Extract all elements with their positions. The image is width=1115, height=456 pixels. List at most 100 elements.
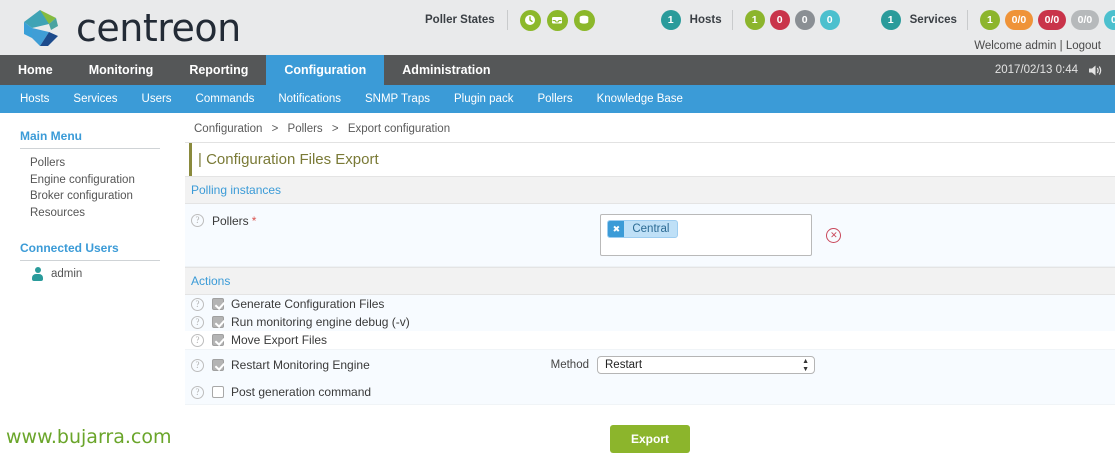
sidebar-item-pollers[interactable]: Pollers [30,157,66,169]
help-icon[interactable]: ? [191,315,204,329]
hosts-label: Hosts [689,14,722,26]
clock-icon[interactable] [519,9,541,31]
breadcrumb-item-pollers[interactable]: Pollers [287,123,323,135]
pollers-multiselect[interactable]: ✖ Central [600,214,813,256]
database-icon[interactable] [573,9,595,31]
remove-tag-icon[interactable]: ✖ [608,221,625,237]
action-label: Post generation command [231,385,372,399]
page-title: | Configuration Files Export [189,143,1115,176]
action-label: Generate Configuration Files [231,297,385,311]
help-icon[interactable]: ? [191,297,204,311]
divider [966,10,968,30]
section-header-polling-instances: Polling instances [185,176,1115,204]
subnav-item-services[interactable]: Services [73,93,118,105]
help-icon[interactable]: ? [191,358,204,372]
centreon-logo-icon [18,6,62,50]
subnav-item-snmp-traps[interactable]: SNMP Traps [365,93,430,105]
nav-item-configuration[interactable]: Configuration [266,55,385,85]
method-control: Method Restart ▲ ▼ [551,356,1115,374]
subnav-item-notifications[interactable]: Notifications [278,93,341,105]
hosts-unreachable-badge[interactable]: 0 [794,10,815,30]
action-row-post-generation-command: ? Post generation command [185,380,1115,405]
clear-selection-icon[interactable]: ✕ [826,228,842,243]
select-stepper-icon: ▲ ▼ [802,358,809,373]
sidebar-main-menu-title: Main Menu [20,129,160,149]
checkbox-run-monitoring-engine-debug[interactable] [212,316,224,328]
sidebar-main-menu-list: Pollers Engine configuration Broker conf… [20,155,185,221]
welcome-logout[interactable]: Welcome admin | Logout [974,40,1101,52]
checkbox-generate-configuration-files[interactable] [212,298,224,310]
connected-user-name: admin [51,268,83,280]
action-label: Run monitoring engine debug (-v) [231,315,410,329]
services-unknown-badge[interactable]: 0/0 [1070,10,1099,30]
sub-navigation: Hosts Services Users Commands Notificati… [0,85,1115,113]
divider [506,10,508,30]
poller-tag-label: Central [632,223,670,235]
clock-area: 2017/02/13 0:44 [995,55,1103,85]
help-icon[interactable]: ? [191,333,204,347]
method-selected-value: Restart [605,359,643,371]
method-select[interactable]: Restart ▲ ▼ [597,356,815,374]
checkbox-restart-monitoring-engine[interactable] [212,359,224,371]
action-row-restart-monitoring-engine: ? Restart Monitoring Engine Method Resta… [185,350,1115,380]
checkbox-move-export-files[interactable] [212,334,224,346]
help-icon[interactable]: ? [191,385,204,399]
sidebar-item-engine-configuration[interactable]: Engine configuration [30,173,135,186]
nav-item-monitoring[interactable]: Monitoring [88,63,154,77]
inbox-icon[interactable] [546,9,568,31]
hosts-group: 1 Hosts 1 0 0 0 [660,10,845,30]
main-navigation: Home Monitoring Reporting Configuration … [0,55,1115,85]
poller-states-group: Poller States [425,9,601,31]
connected-user-row[interactable]: admin [20,267,185,281]
services-warning-badge[interactable]: 0/0 [1004,10,1033,30]
action-row-run-monitoring-engine-debug: ? Run monitoring engine debug (-v) [185,313,1115,331]
sidebar: Main Menu Pollers Engine configuration B… [0,113,185,456]
divider [731,10,733,30]
breadcrumb: Configuration > Pollers > Export configu… [185,123,1115,143]
page-body: Main Menu Pollers Engine configuration B… [0,113,1115,456]
action-label: Restart Monitoring Engine [231,358,370,372]
required-marker: * [251,214,257,228]
checkbox-post-generation-command[interactable] [212,386,224,398]
action-label: Move Export Files [231,333,328,347]
export-button[interactable]: Export [609,425,690,453]
breadcrumb-item-configuration[interactable]: Configuration [194,123,263,135]
subnav-item-users[interactable]: Users [141,93,172,105]
speaker-icon[interactable] [1088,64,1103,77]
services-ok-badge[interactable]: 1 [979,10,1000,30]
status-summary-bar: Poller States 1 Hosts 1 0 0 0 1 Services [425,0,1115,40]
hosts-pending-badge[interactable]: 0 [819,10,840,30]
main-content: Configuration > Pollers > Export configu… [185,113,1115,456]
watermark: www.bujarra.com [6,426,172,448]
section-header-actions: Actions [185,267,1115,295]
breadcrumb-separator: > [331,123,339,135]
sidebar-item-broker-configuration[interactable]: Broker configuration [30,190,133,202]
brand-name: centreon [76,5,241,50]
subnav-item-plugin-pack[interactable]: Plugin pack [453,93,514,105]
button-bar: Export [185,405,1115,453]
hosts-total-badge[interactable]: 1 [660,10,681,30]
subnav-item-pollers[interactable]: Pollers [537,93,573,105]
poller-states-label: Poller States [425,14,495,26]
hosts-up-badge[interactable]: 1 [744,10,765,30]
sidebar-item-resources[interactable]: Resources [30,206,85,219]
brand-logo[interactable]: centreon [0,6,241,50]
nav-item-home[interactable]: Home [18,63,53,77]
poller-tag-central[interactable]: ✖ Central [607,220,679,238]
breadcrumb-separator: > [271,123,279,135]
services-total-badge[interactable]: 1 [880,10,901,30]
services-critical-badge[interactable]: 0/0 [1037,10,1066,30]
subnav-item-commands[interactable]: Commands [195,93,255,105]
method-label: Method [550,359,589,371]
services-pending-badge[interactable]: 0 [1103,10,1115,30]
action-row-generate-configuration-files: ? Generate Configuration Files [185,295,1115,313]
nav-item-reporting[interactable]: Reporting [189,63,249,77]
help-icon[interactable]: ? [191,214,204,227]
subnav-item-hosts[interactable]: Hosts [20,93,50,105]
subnav-item-knowledge-base[interactable]: Knowledge Base [596,93,683,105]
breadcrumb-item-export-configuration[interactable]: Export configuration [347,123,451,135]
hosts-down-badge[interactable]: 0 [769,10,790,30]
nav-item-administration[interactable]: Administration [402,63,491,77]
pollers-field-row: ? Pollers * ✖ Central ✕ [185,204,1115,267]
sidebar-connected-users-title: Connected Users [20,241,160,261]
